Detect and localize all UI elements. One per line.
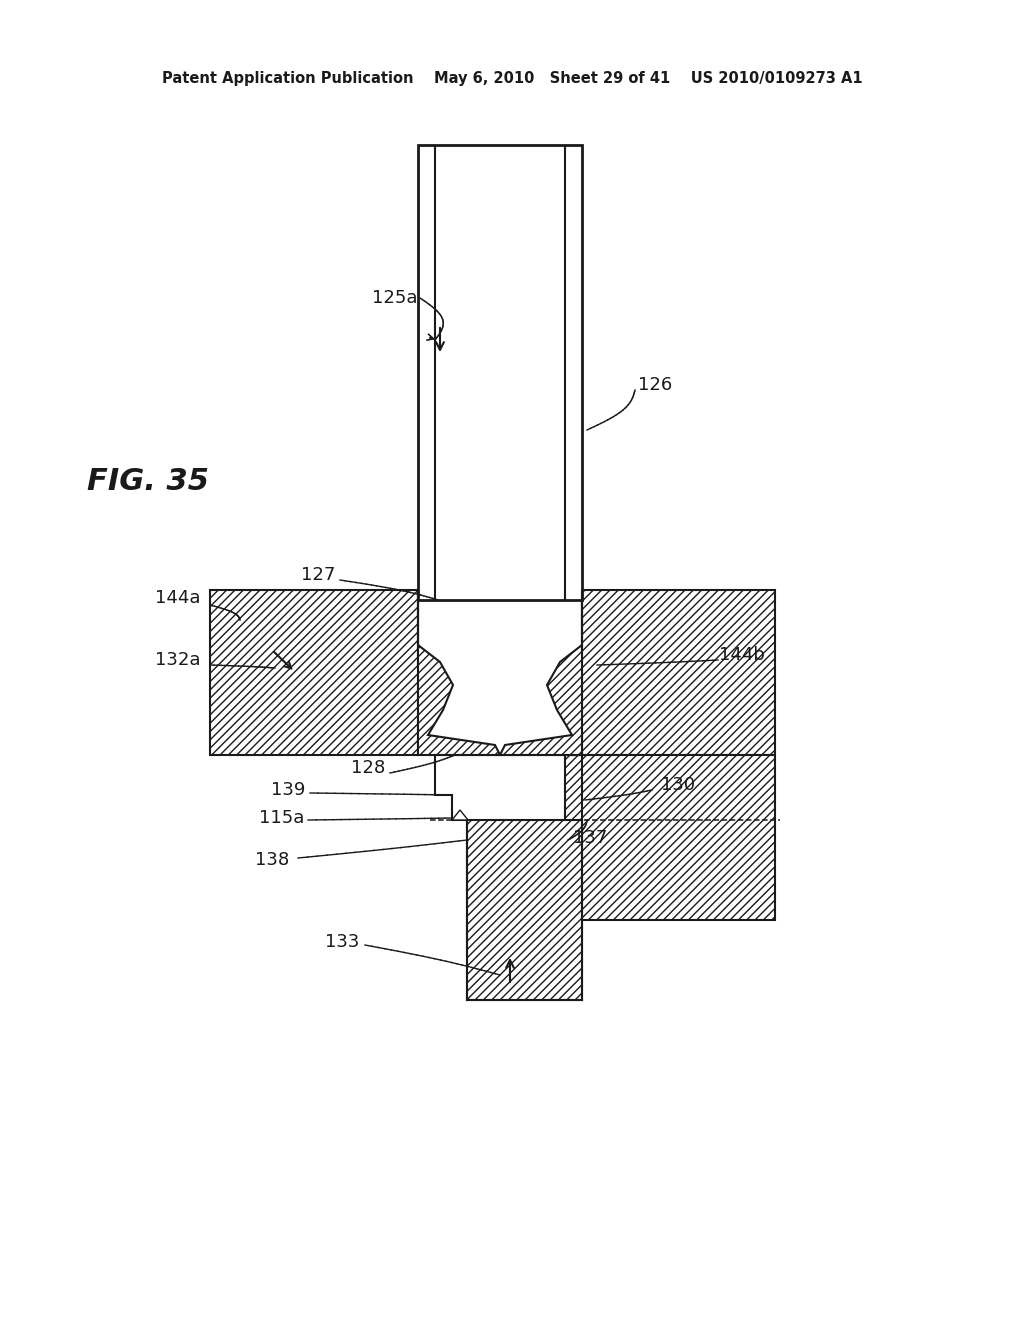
Bar [210, 590, 418, 755]
Bar [467, 820, 582, 1001]
Text: 130: 130 [660, 776, 695, 795]
Text: 132a: 132a [156, 651, 201, 669]
Text: 138: 138 [255, 851, 289, 869]
Bar [582, 590, 775, 755]
Text: 126: 126 [638, 376, 672, 393]
Text: 115a: 115a [259, 809, 305, 828]
Bar [418, 145, 582, 601]
Text: 127: 127 [301, 566, 335, 583]
Text: 139: 139 [270, 781, 305, 799]
Polygon shape [418, 590, 500, 755]
Text: 144b: 144b [719, 645, 765, 664]
Polygon shape [500, 590, 582, 755]
Polygon shape [452, 810, 468, 820]
Text: 137: 137 [572, 829, 607, 847]
Text: 133: 133 [325, 933, 359, 950]
Bar [565, 755, 775, 920]
Text: 125a: 125a [373, 289, 418, 308]
Text: FIG. 35: FIG. 35 [87, 467, 209, 496]
Text: 144a: 144a [156, 589, 201, 607]
Text: 128: 128 [351, 759, 385, 777]
Text: Patent Application Publication    May 6, 2010   Sheet 29 of 41    US 2010/010927: Patent Application Publication May 6, 20… [162, 70, 862, 86]
